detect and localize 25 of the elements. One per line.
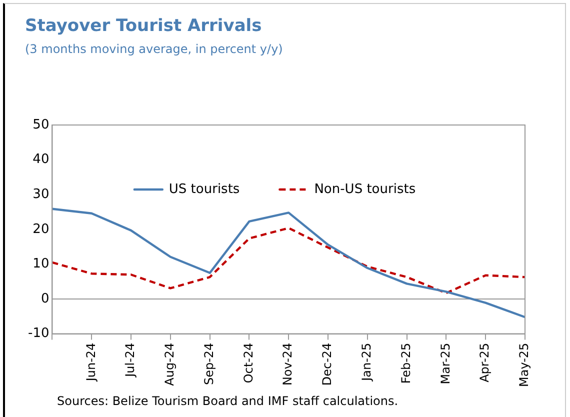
legend-label: Non-US tourists [314,182,416,197]
x-tick-label: Nov-24 [280,342,295,386]
chart-subtitle: (3 months moving average, in percent y/y) [25,42,283,56]
x-tick-label: Sep-24 [202,342,216,386]
y-tick-label: 40 [32,152,50,168]
x-tick-label: Dec-24 [320,342,334,386]
y-tick-label: 20 [32,222,50,237]
x-tick-label: Jul-24 [123,342,138,378]
x-tick-label: Feb-25 [398,342,413,384]
x-tick-label: May-25 [517,342,532,388]
x-tick-label: Jan-25 [360,342,374,382]
source-note: Sources: Belize Tourism Board and IMF staff calculations. [57,394,398,408]
y-tick-label: 30 [32,186,50,202]
chart-title: Stayover Tourist Arrivals [25,16,262,36]
x-tick-label: Oct-24 [241,342,256,384]
legend-label: US tourists [168,182,240,197]
x-tick-label: Mar-25 [438,342,452,384]
x-tick-label: Aug-24 [162,342,177,386]
y-tick-label: 0 [40,291,50,306]
y-tick-label: 50 [32,117,50,132]
y-tick-label: 10 [32,256,50,272]
line-series [51,226,526,294]
x-tick-label: Jun-24 [84,342,98,382]
x-tick-label: Apr-25 [478,342,492,382]
y-tick-label: -10 [28,326,50,342]
